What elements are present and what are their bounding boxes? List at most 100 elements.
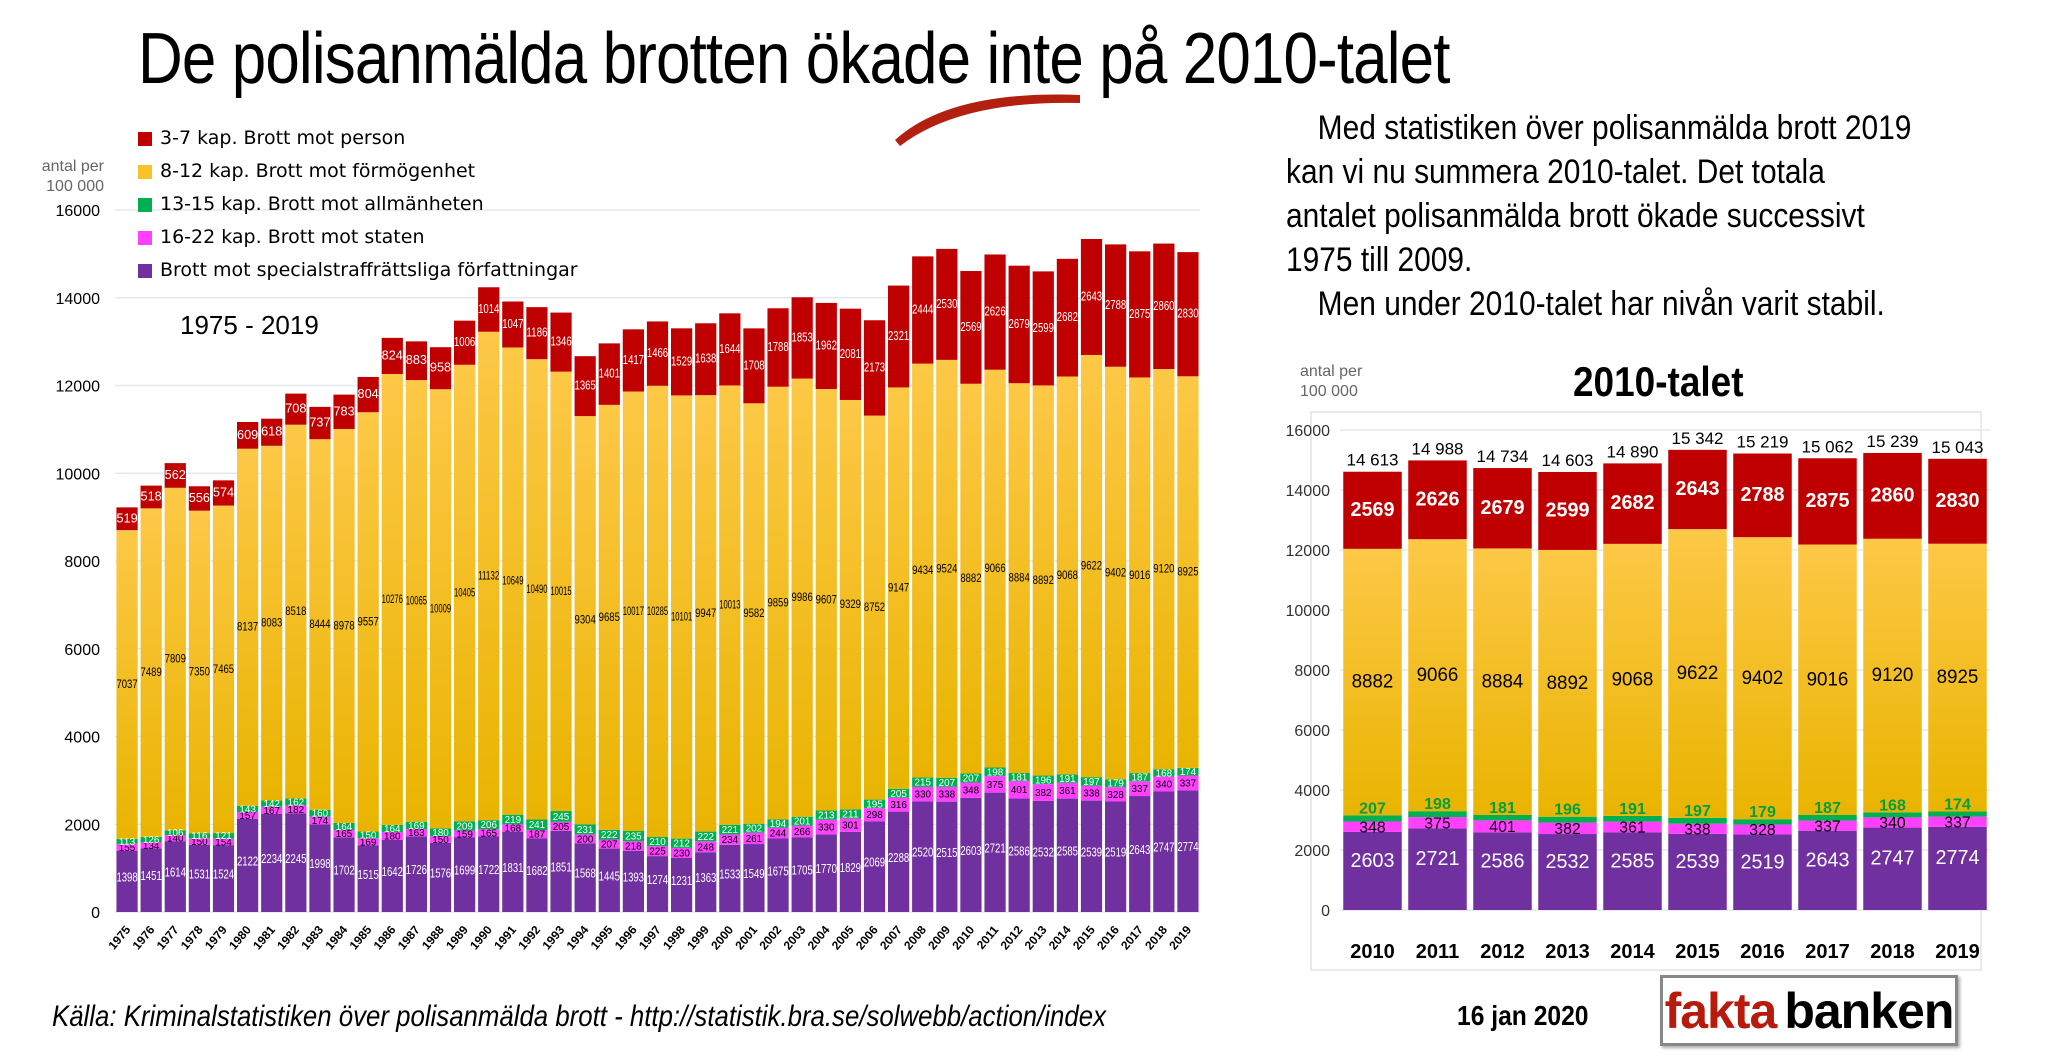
data-label: 8882 [960, 571, 981, 585]
data-label: 8884 [1009, 571, 1030, 585]
y-tick-label: 6000 [1294, 723, 1330, 740]
bar-segment-person [839, 308, 861, 400]
bar-segment-staten [598, 839, 620, 849]
data-label: 2069 [864, 855, 885, 870]
data-label: 197 [1684, 803, 1711, 820]
data-label: 330 [818, 823, 835, 834]
total-label: 14 613 [1347, 451, 1399, 470]
bar-segment-allmanheten [1153, 769, 1175, 777]
bar-segment-special [188, 844, 210, 912]
data-label: 824 [382, 347, 403, 362]
data-label: 8518 [285, 604, 306, 618]
bar-segment-staten [1177, 775, 1199, 791]
bar-segment-formogenhet [357, 412, 379, 832]
data-label: 9622 [1081, 559, 1102, 573]
bar-segment-staten [1668, 823, 1727, 834]
data-label: 194 [770, 819, 787, 830]
bar-segment-person [695, 323, 717, 396]
legend-item-formogenhet: 8-12 kap. Brott mot förmögenhet [138, 155, 578, 188]
bar-segment-person [526, 307, 548, 360]
data-label: 1708 [743, 357, 764, 372]
data-label: 134 [143, 841, 160, 852]
bar-segment-formogenhet [1733, 537, 1792, 820]
bar-segment-allmanheten [574, 824, 596, 835]
data-label: 340 [1156, 780, 1173, 791]
data-label: 298 [866, 810, 883, 821]
data-label: 338 [1684, 821, 1710, 838]
bar-segment-staten [1056, 782, 1078, 799]
total-label: 15 219 [1737, 433, 1789, 452]
data-label: 167 [263, 806, 280, 817]
bar-segment-person [1798, 458, 1857, 545]
data-label: 1675 [767, 863, 788, 878]
bar-segment-special [719, 844, 741, 912]
legend-item-person: 3-7 kap. Brott mot person [138, 122, 578, 155]
bar-segment-person [164, 463, 186, 488]
data-label: 2586 [1481, 850, 1525, 872]
data-label: 1533 [719, 866, 740, 881]
data-label: 518 [141, 488, 162, 503]
data-label: 187 [1814, 800, 1841, 817]
bar-segment-formogenhet [598, 404, 620, 830]
bar-segment-formogenhet [1056, 376, 1078, 775]
bar-segment-staten [888, 797, 910, 812]
bar-segment-person [116, 507, 138, 531]
data-label: 382 [1554, 821, 1580, 838]
bar-segment-allmanheten [815, 810, 837, 820]
bar-segment-formogenhet [622, 391, 644, 832]
bar-segment-special [912, 801, 934, 912]
data-label: 2788 [1105, 297, 1126, 312]
data-label: 1531 [189, 866, 210, 881]
bar-segment-staten [767, 827, 789, 839]
bar-segment-person [888, 285, 910, 388]
data-label: 562 [165, 467, 186, 482]
chart-legend: 3-7 kap. Brott mot person 8-12 kap. Brot… [138, 122, 578, 287]
data-label: 2643 [1806, 849, 1850, 871]
bar-segment-allmanheten [140, 836, 162, 843]
bar-segment-special [1408, 828, 1467, 910]
source-citation: Källa: Kriminalstatistiken över polisanm… [52, 1000, 1106, 1033]
bar-segment-special [116, 850, 138, 912]
bar-segment-special [1928, 826, 1987, 910]
data-label: 2679 [1009, 316, 1030, 331]
bar-segment-staten [960, 782, 982, 798]
data-label: 143 [239, 804, 256, 815]
data-label: 196 [1554, 802, 1581, 819]
bar-segment-staten [285, 805, 307, 814]
legend-swatch-green [138, 197, 152, 212]
total-label: 14 988 [1412, 439, 1464, 458]
legend-swatch-purple [138, 263, 152, 278]
data-label: 180 [432, 828, 449, 839]
data-label: 168 [1879, 797, 1906, 814]
bar-segment-staten [1538, 822, 1597, 835]
data-label: 245 [553, 812, 570, 823]
bar-segment-person [261, 418, 283, 446]
bar-segment-special [212, 845, 235, 912]
bar-segment-allmanheten [526, 819, 548, 830]
data-label: 1549 [743, 866, 764, 881]
data-label: 1998 [309, 856, 330, 871]
summary-text: Med statistiken över polisanmälda brott … [1286, 109, 1912, 323]
bar-segment-formogenhet [1668, 529, 1727, 818]
bar-segment-formogenhet [478, 331, 500, 821]
y-tick-label: 8000 [1294, 663, 1330, 680]
data-label: 2774 [1936, 847, 1980, 869]
bar-segment-person [285, 393, 307, 425]
data-label: 1524 [213, 867, 234, 882]
bar-segment-formogenhet [1032, 385, 1054, 776]
bar-segment-staten [1863, 817, 1922, 828]
data-label: 179 [1749, 804, 1776, 821]
data-label: 1466 [647, 345, 668, 360]
bar-segment-staten [1008, 780, 1030, 799]
data-label: 1365 [575, 378, 596, 393]
bar-segment-special [405, 836, 427, 912]
total-label: 15 342 [1672, 429, 1724, 448]
data-label: 1393 [623, 869, 644, 884]
bar-segment-special [1153, 791, 1175, 912]
bar-segment-special [478, 836, 500, 912]
data-label: 195 [866, 799, 883, 810]
data-label: 8892 [1033, 573, 1054, 587]
data-label: 2626 [1416, 488, 1460, 510]
data-label: 337 [1180, 778, 1197, 789]
bar-segment-staten [1080, 785, 1103, 801]
